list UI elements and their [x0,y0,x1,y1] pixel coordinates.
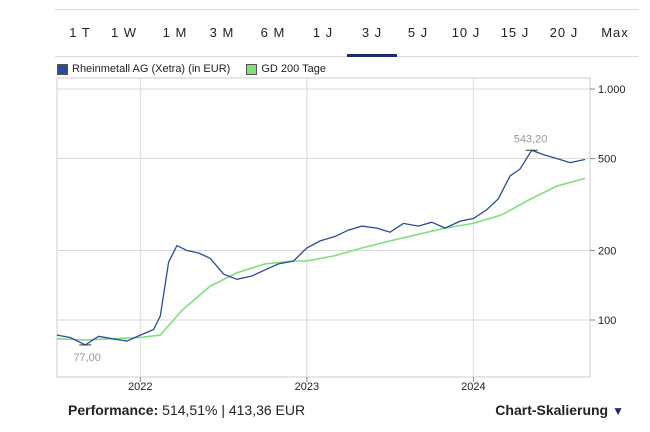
period-tabs: 1 T 1 W 1 M 3 M 6 M 1 J 3 J 5 J 10 J 15 J 20 J Max [55,9,639,57]
low-annotation: 77,00 [73,352,101,364]
performance-value: 514,51% | 413,36 EUR [162,402,306,418]
tab-1-t[interactable]: 1 T [69,25,91,40]
legend-swatch-stock [57,63,68,75]
chart-scaling-label: Chart-Skalierung [495,402,609,418]
tab-6-m[interactable]: 6 M [260,25,286,40]
chart-scaling-button[interactable]: Chart-Skalierung ▼ [495,402,624,418]
tab-3-j[interactable]: 3 J [347,10,397,57]
plot-area [56,77,591,378]
tab-max[interactable]: Max [601,25,629,40]
series-line-ma200 [56,177,586,341]
tab-1-m[interactable]: 1 M [162,25,188,40]
price-chart[interactable]: 1.000 500 200 100 2022 2023 2024 543,20 77,00 [0,0,650,400]
dropdown-triangle-icon: ▼ [612,404,624,418]
chart-legend: Rheinmetall AG (Xetra) (in EUR) GD 200 T… [57,63,342,75]
x-tick-label: 2024 [461,381,485,393]
tab-10-j[interactable]: 10 J [451,25,481,40]
y-tick-label: 200 [598,245,616,257]
legend-label-stock: Rheinmetall AG (Xetra) (in EUR) [72,63,231,75]
series-line-stock [56,149,586,346]
legend-swatch-ma200 [246,63,258,75]
y-tick-label: 1.000 [598,84,626,96]
tab-20-j[interactable]: 20 J [549,25,579,40]
performance-summary: Performance: 514,51% | 413,36 EUR [68,402,305,418]
y-tick-label: 500 [598,154,616,166]
legend-item-stock: Rheinmetall AG (Xetra) (in EUR) [57,63,230,75]
x-tick-label: 2023 [295,381,319,393]
tab-5-j[interactable]: 5 J [407,25,429,40]
legend-item-ma200: GD 200 Tage [246,63,326,75]
tab-3-m[interactable]: 3 M [209,25,235,40]
tab-1-j[interactable]: 1 J [312,25,334,40]
high-annotation: 543,20 [514,133,548,145]
tab-1-w[interactable]: 1 W [110,25,138,40]
tab-15-j[interactable]: 15 J [500,25,530,40]
performance-label: Performance: [68,402,159,418]
legend-label-ma200: GD 200 Tage [261,63,326,75]
y-tick-label: 100 [598,315,616,327]
x-tick-label: 2022 [128,381,152,393]
